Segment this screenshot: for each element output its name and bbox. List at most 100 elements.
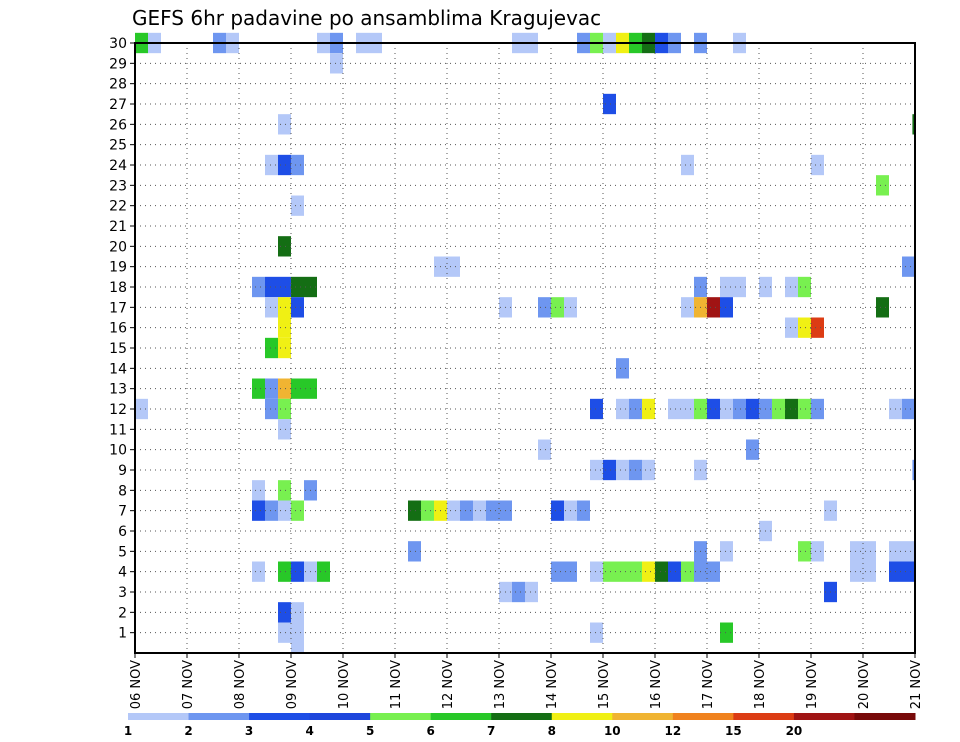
heatmap-cell <box>525 581 538 603</box>
heatmap-cell <box>876 297 889 318</box>
heatmap-cell <box>746 439 759 460</box>
heatmap-cell <box>720 297 733 318</box>
heatmap-cell <box>473 500 486 521</box>
y-tick-label: 21 <box>109 219 127 235</box>
y-tick-label: 20 <box>109 239 127 255</box>
heatmap-cell <box>616 459 629 481</box>
heatmap-cell <box>720 541 733 562</box>
y-tick-label: 29 <box>109 56 127 72</box>
heatmap-cell <box>252 500 265 521</box>
chart-title: GEFS 6hr padavine po ansamblima Kragujev… <box>132 6 602 30</box>
heatmap-cell <box>785 317 798 338</box>
heatmap-cell <box>902 541 915 562</box>
heatmap-cell <box>265 378 278 399</box>
heatmap-cell <box>265 500 278 521</box>
y-tick-label: 9 <box>118 463 127 479</box>
heatmap-cell <box>291 276 304 298</box>
heatmap-cell <box>668 561 681 582</box>
y-tick-label: 12 <box>109 402 127 418</box>
heatmap-cell <box>317 561 330 582</box>
y-tick-label: 23 <box>109 178 127 194</box>
x-tick-label: 13 NOV <box>493 660 508 709</box>
heatmap-cell <box>278 480 291 501</box>
x-tick-label: 21 NOV <box>909 660 924 709</box>
heatmap-cell <box>551 561 564 582</box>
heatmap-cell <box>642 459 655 481</box>
heatmap-cell <box>551 500 564 521</box>
heatmap-cell <box>291 632 304 653</box>
heatmap-cell <box>408 500 421 521</box>
colorbar-tick-label: 10 <box>604 724 621 738</box>
heatmap-cell <box>252 480 265 501</box>
colorbar-swatch <box>551 713 613 720</box>
colorbar-tick-label: 12 <box>664 724 681 738</box>
x-tick-label: 11 NOV <box>389 660 404 709</box>
heatmap-cell <box>278 378 291 399</box>
y-tick-label: 28 <box>109 77 127 93</box>
y-tick-label: 24 <box>109 158 127 174</box>
y-tick-label: 3 <box>118 585 127 601</box>
y-tick-label: 13 <box>109 382 127 398</box>
heatmap-cell <box>291 602 304 623</box>
heatmap-cell <box>265 154 278 176</box>
y-tick-label: 14 <box>109 361 127 377</box>
x-tick-label: 07 NOV <box>181 660 196 709</box>
y-tick-label: 16 <box>109 321 127 337</box>
heatmap-cell <box>642 561 655 582</box>
colorbar-tick-label: 5 <box>366 724 374 738</box>
y-tick-label: 18 <box>109 280 127 296</box>
heatmap-cell <box>720 398 733 420</box>
heatmap-cell <box>785 398 798 420</box>
y-tick-label: 5 <box>118 544 127 560</box>
heatmap-cell <box>278 114 291 135</box>
heatmap-cell <box>590 459 603 481</box>
colorbar-swatch <box>793 713 855 720</box>
heatmap-cell <box>577 500 590 521</box>
heatmap-cell <box>681 398 694 420</box>
heatmap-cell <box>590 561 603 582</box>
heatmap-cell <box>912 114 915 135</box>
colorbar-legend: 1 2 3 4 5 6 7 8 10 12 15 20 <box>124 713 916 738</box>
colorbar-swatch <box>491 713 553 720</box>
heatmap-cell <box>278 398 291 420</box>
heatmap-cell <box>447 256 460 277</box>
heatmap-cell <box>265 398 278 420</box>
heatmap-cell <box>707 398 720 420</box>
colorbar-tick-label: 3 <box>245 724 253 738</box>
colorbar-swatch <box>430 713 492 720</box>
heatmap-cell <box>655 561 668 582</box>
heatmap-cell <box>291 154 304 176</box>
heatmap-cell <box>291 378 304 399</box>
y-tick-label: 4 <box>118 565 127 581</box>
heatmap-cell <box>811 154 824 176</box>
heatmap-cell <box>798 541 811 562</box>
heatmap-cell <box>590 398 603 420</box>
heatmap-cell <box>681 561 694 582</box>
x-axis: 06 NOV 07 NOV 08 NOV 09 NOV 10 NOV 11 NOV 12 N… <box>129 653 924 709</box>
y-tick-label: 7 <box>118 504 127 520</box>
heatmap-cell <box>850 561 863 582</box>
heatmap-cell <box>746 398 759 420</box>
heatmap-cell <box>798 276 811 298</box>
y-tick-label: 25 <box>109 138 127 154</box>
heatmap-cell <box>252 276 265 298</box>
gridlines <box>135 42 915 653</box>
colorbar-tick-label: 7 <box>487 724 495 738</box>
heatmap-cell <box>720 276 733 298</box>
heatmap-cell <box>291 195 304 216</box>
colorbar-swatch <box>188 713 250 720</box>
heatmap-cell <box>707 297 720 318</box>
heatmap-cell <box>265 297 278 318</box>
colorbar-swatch <box>249 713 311 720</box>
heatmap-cell <box>733 398 746 420</box>
x-tick-label: 14 NOV <box>545 660 560 709</box>
heatmap-cell <box>278 276 291 298</box>
x-tick-label: 18 NOV <box>753 660 768 709</box>
heatmap-cell <box>330 53 343 74</box>
heatmap-cell <box>902 561 915 582</box>
x-tick-label: 19 NOV <box>805 660 820 709</box>
x-tick-label: 06 NOV <box>129 660 144 709</box>
heatmap-cell <box>486 500 499 521</box>
colorbar-swatch <box>854 713 916 720</box>
y-tick-label: 30 <box>109 36 127 52</box>
